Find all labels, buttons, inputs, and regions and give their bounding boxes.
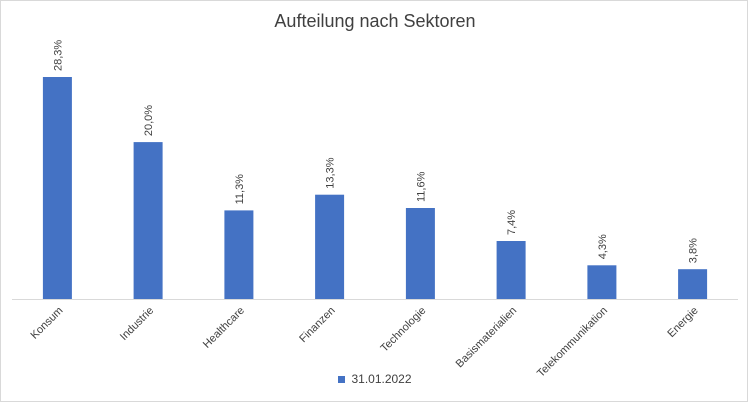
bar-finanzen <box>315 194 345 299</box>
legend: 31.01.2022 <box>0 372 750 386</box>
bar-energie <box>678 269 708 299</box>
bar-healthcare <box>224 210 254 299</box>
chart-title: Aufteilung nach Sektoren <box>274 11 476 31</box>
legend-swatch <box>338 375 346 383</box>
x-tick-label: Industrie <box>118 305 156 343</box>
data-label: 13,3% <box>325 157 337 188</box>
x-tick-label: Telekommunikation <box>535 305 610 380</box>
data-label: 11,6% <box>415 171 427 202</box>
bar-telekommunikation <box>587 265 617 299</box>
data-label: 7,4% <box>506 210 518 235</box>
data-label: 20,0% <box>143 105 155 136</box>
bar-industrie <box>133 142 163 299</box>
bar-basismaterialien <box>496 241 526 299</box>
data-label: 28,3% <box>52 40 64 71</box>
x-tick-label: Basismaterialien <box>454 305 520 371</box>
legend-label: 31.01.2022 <box>351 372 412 386</box>
x-tick-label: Energie <box>665 305 700 340</box>
x-tick-label: Finanzen <box>297 305 337 345</box>
x-tick-label: Konsum <box>28 305 65 342</box>
x-tick-label: Healthcare <box>201 305 247 351</box>
bar-konsum <box>42 77 72 299</box>
bar-technologie <box>405 208 435 299</box>
data-label: 11,3% <box>234 174 246 205</box>
data-label: 4,3% <box>597 234 609 259</box>
x-tick-label: Technologie <box>379 305 429 355</box>
data-label: 3,8% <box>688 238 700 263</box>
